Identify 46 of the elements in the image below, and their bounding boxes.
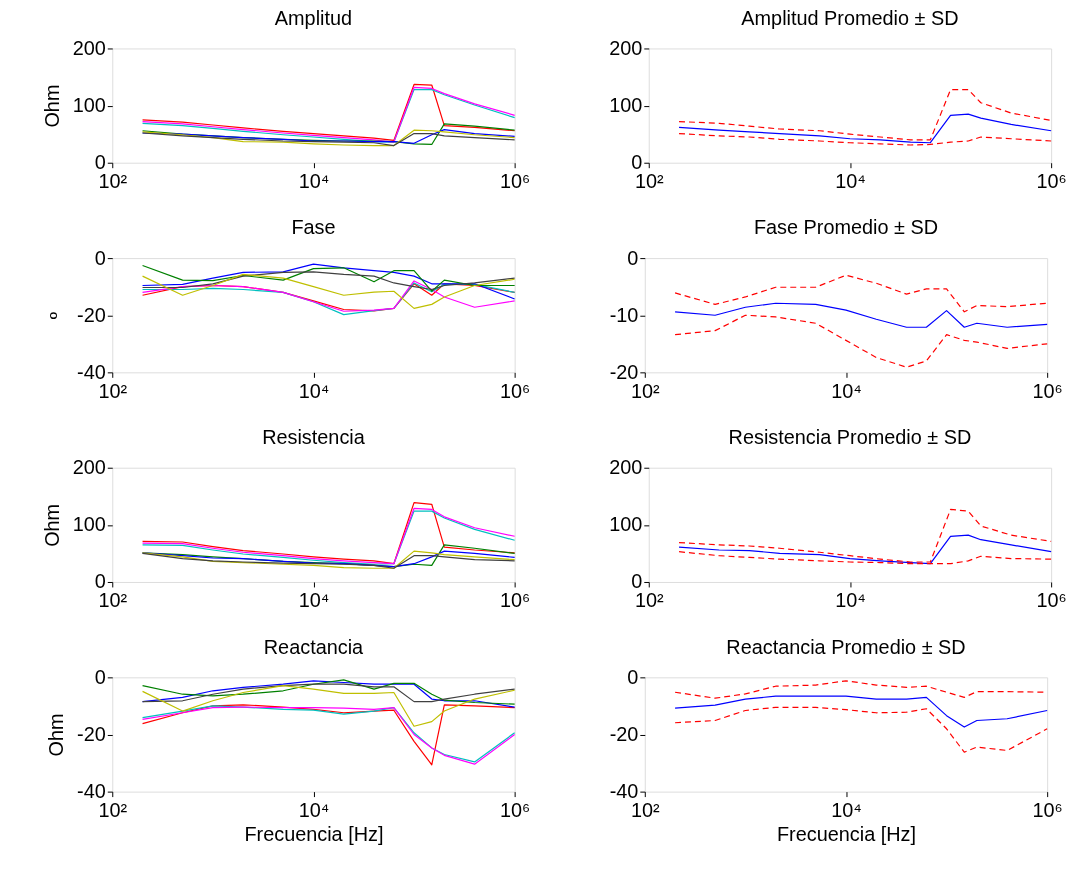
y-tick-label: 100 [609, 94, 643, 117]
x-tick-label: 10⁶ [500, 379, 531, 402]
chart-title: Resistencia [262, 425, 366, 448]
x-tick-label: 10⁴ [831, 798, 862, 821]
x-tick-label: 10⁴ [831, 379, 862, 402]
y-tick-label: 200 [72, 456, 106, 479]
x-tick-label: 10⁶ [1036, 589, 1067, 612]
y-tick-label: 100 [72, 513, 106, 536]
x-tick-label: 10⁴ [298, 589, 330, 612]
y-tick-label: 200 [609, 36, 643, 59]
x-tick-label: 10⁴ [298, 379, 330, 402]
x-tick-label: 10⁶ [1032, 798, 1063, 821]
y-tick-label: 0 [94, 246, 106, 269]
y-axis-title: Ohm [40, 84, 63, 128]
x-tick-label: 10⁴ [298, 170, 330, 193]
y-tick-label: -20 [77, 303, 106, 326]
chart-title: Amplitud [274, 6, 353, 29]
x-tick-label: 10⁴ [298, 798, 330, 821]
x-tick-label: 10⁶ [500, 589, 531, 612]
y-tick-label: -10 [609, 303, 639, 326]
y-axis-title: º [45, 311, 68, 320]
y-tick-label: 0 [94, 665, 106, 688]
x-axis-title: Frecuencia [Hz] [776, 822, 917, 845]
chart-title: Reactancia [263, 635, 365, 658]
x-tick-label: 10⁴ [835, 589, 866, 612]
y-tick-label: 200 [72, 36, 106, 59]
y-tick-label: 0 [627, 246, 639, 269]
chart-title: Fase [291, 216, 336, 239]
y-tick-label: 200 [609, 456, 643, 479]
x-axis-title: Frecuencia [Hz] [244, 822, 384, 845]
y-tick-label: 0 [627, 665, 639, 688]
x-tick-label: 10⁶ [1036, 170, 1067, 193]
x-tick-label: 10⁶ [500, 798, 531, 821]
chart-title: Reactancia Promedio ± SD [726, 635, 966, 658]
y-tick-label: -20 [609, 722, 639, 745]
x-tick-label: 10⁶ [500, 170, 531, 193]
x-tick-label: 10⁶ [1032, 379, 1063, 402]
y-axis-title: Ohm [40, 503, 63, 547]
chart-title: Resistencia Promedio ± SD [728, 425, 972, 448]
chart-title: Fase Promedio ± SD [753, 216, 939, 239]
y-tick-label: 100 [609, 513, 643, 536]
y-tick-label: -20 [77, 722, 106, 745]
y-axis-title: Ohm [45, 713, 68, 757]
y-tick-label: 100 [72, 94, 106, 117]
chart-title: Amplitud Promedio ± SD [741, 6, 959, 29]
x-tick-label: 10⁴ [835, 170, 866, 193]
